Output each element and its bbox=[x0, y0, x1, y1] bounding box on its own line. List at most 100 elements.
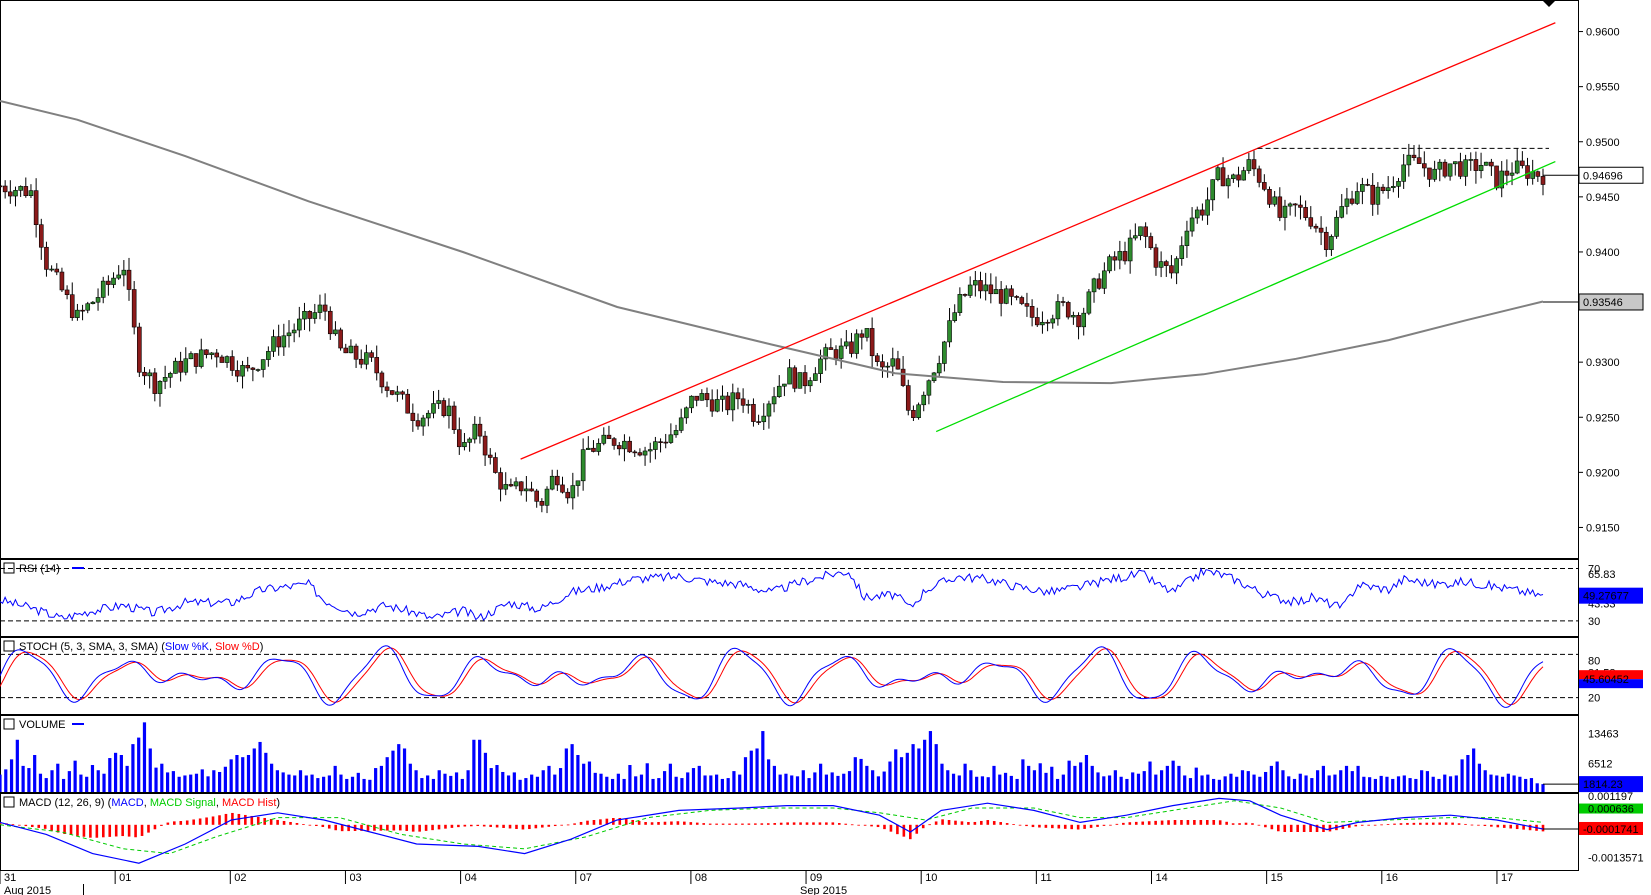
candle-body bbox=[983, 284, 988, 292]
macd-hist-bar bbox=[934, 821, 938, 825]
macd-hist-bar bbox=[663, 821, 667, 825]
rsi-toggle-box[interactable] bbox=[3, 562, 15, 574]
macd-hist-bar bbox=[1231, 823, 1235, 825]
candle-body bbox=[549, 475, 555, 490]
candle-body bbox=[1127, 237, 1133, 262]
candle-body bbox=[493, 457, 498, 473]
candle-body bbox=[1179, 245, 1185, 259]
macd-hist-bar bbox=[515, 824, 518, 829]
candle-body bbox=[1396, 181, 1401, 187]
volume-bar bbox=[189, 774, 193, 792]
candle-body bbox=[1210, 179, 1216, 201]
candle-body bbox=[936, 363, 942, 374]
candle-body bbox=[1091, 278, 1097, 293]
candle-body bbox=[121, 269, 127, 276]
macd-hist-bar bbox=[1218, 820, 1222, 825]
candle-body bbox=[441, 400, 447, 417]
macd-hist-bar bbox=[624, 819, 628, 825]
volume-bar bbox=[160, 763, 164, 792]
candle-body bbox=[1427, 167, 1432, 180]
volume-bar bbox=[790, 775, 794, 792]
volume-tick-label: 6512 bbox=[1588, 759, 1612, 771]
macd-hist-bar bbox=[637, 821, 641, 825]
volume-bar bbox=[882, 771, 886, 792]
candle-body bbox=[973, 280, 978, 286]
macd-hist-bar bbox=[101, 824, 105, 838]
macd-hist-bar bbox=[689, 822, 693, 825]
volume-bar bbox=[1454, 775, 1458, 792]
macd-hist-bar bbox=[1386, 824, 1390, 825]
volume-bar bbox=[281, 772, 285, 792]
volume-bar bbox=[27, 768, 31, 792]
rsi-tick-label: 70 bbox=[1588, 564, 1600, 576]
candle-body bbox=[1385, 187, 1391, 191]
candle-body bbox=[782, 383, 787, 387]
volume-bar bbox=[1125, 778, 1129, 792]
macd-hist-bar bbox=[915, 824, 919, 834]
candle-body bbox=[1215, 167, 1221, 180]
volume-bar bbox=[709, 775, 713, 792]
volume-bar bbox=[1235, 776, 1239, 792]
volume-bar bbox=[657, 778, 661, 792]
candle-body bbox=[23, 186, 29, 196]
volume-bar bbox=[102, 773, 106, 792]
candle-body bbox=[1040, 321, 1045, 326]
volume-bar bbox=[888, 761, 892, 792]
macd-hist-bar bbox=[1515, 824, 1519, 830]
volume-bar bbox=[1489, 774, 1493, 792]
volume-bar bbox=[714, 774, 719, 792]
candle-body bbox=[647, 449, 653, 452]
macd-hist-bar bbox=[760, 823, 764, 825]
volume-bar bbox=[148, 748, 152, 792]
volume-bar bbox=[761, 731, 765, 792]
volume-bar bbox=[605, 776, 609, 792]
volume-bar bbox=[385, 757, 389, 792]
volume-bar bbox=[1281, 770, 1285, 792]
candle-body bbox=[761, 415, 767, 423]
volume-tick-label: 13463 bbox=[1588, 728, 1619, 740]
macd-hist-bar bbox=[198, 818, 202, 825]
month-label: Sep 2015 bbox=[800, 885, 847, 895]
candle-body bbox=[229, 356, 235, 371]
macd-hist-bar bbox=[896, 824, 899, 835]
macd-hist-bar bbox=[340, 824, 344, 832]
volume-bar bbox=[85, 776, 89, 792]
candle-body bbox=[565, 491, 570, 499]
candle-body bbox=[1354, 191, 1360, 204]
candle-body bbox=[1004, 288, 1009, 304]
candle-body bbox=[38, 224, 44, 248]
volume-bar bbox=[1316, 770, 1320, 792]
candle-body bbox=[1158, 261, 1164, 268]
volume-bar bbox=[1009, 775, 1013, 792]
candle-body bbox=[281, 335, 287, 348]
macd-hist-bar bbox=[185, 820, 189, 825]
stoch-toggle-box[interactable] bbox=[3, 640, 15, 652]
volume-bar bbox=[1292, 778, 1297, 792]
volume-toggle-box[interactable] bbox=[3, 718, 15, 730]
stoch-slow-d-line bbox=[0, 647, 1544, 706]
macd-hist-bar bbox=[1270, 824, 1274, 830]
x-tick-label: 08 bbox=[695, 872, 707, 884]
macd-hist-bar bbox=[1412, 822, 1416, 825]
scroll-marker-icon[interactable] bbox=[1542, 0, 1556, 7]
x-tick-label: 07 bbox=[580, 872, 592, 884]
candle-body bbox=[1081, 312, 1087, 328]
candle-body bbox=[838, 345, 844, 359]
volume-bar bbox=[824, 774, 829, 792]
candle-body bbox=[1401, 164, 1406, 182]
macd-hist-bar bbox=[973, 821, 977, 825]
candle-body bbox=[715, 399, 720, 412]
candle-body bbox=[405, 393, 410, 414]
macd-hist-bar bbox=[179, 821, 183, 825]
moving-average-line bbox=[0, 100, 1544, 385]
volume-bar bbox=[61, 778, 66, 792]
sma-value-label: 0.93546 bbox=[1583, 297, 1623, 309]
volume-bar bbox=[807, 778, 811, 792]
volume-bar bbox=[969, 770, 973, 792]
macd-signal-line bbox=[0, 800, 1544, 855]
candle-body bbox=[0, 185, 3, 188]
macd-hist-bar bbox=[1483, 824, 1487, 826]
macd-toggle-box[interactable] bbox=[3, 796, 15, 808]
macd-hist-bar bbox=[1509, 824, 1513, 829]
candle-body bbox=[869, 328, 875, 357]
